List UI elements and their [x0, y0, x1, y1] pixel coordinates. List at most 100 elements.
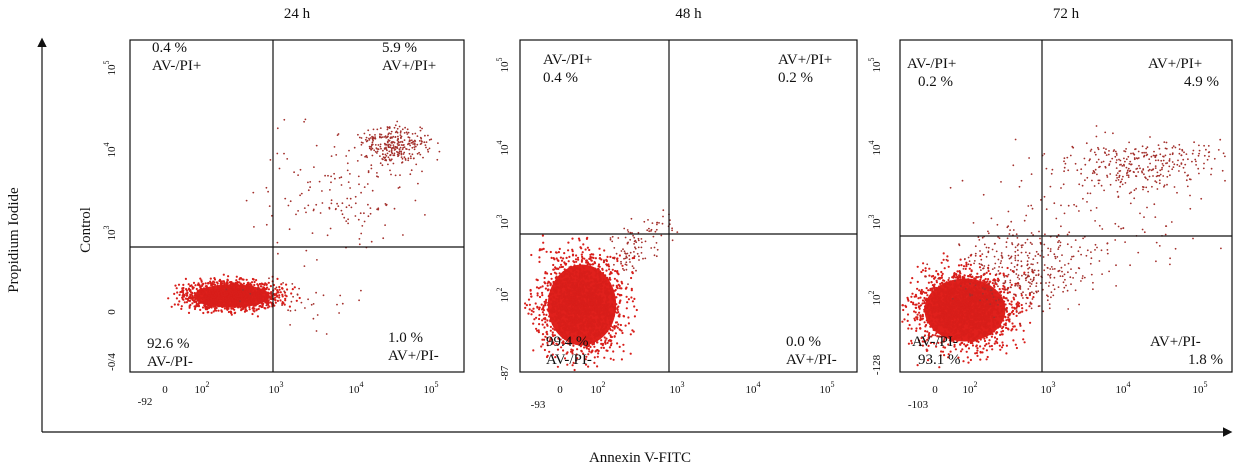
event-dot	[304, 307, 306, 309]
event-dot	[376, 172, 378, 174]
event-dot	[292, 295, 294, 298]
event-dot	[381, 136, 384, 139]
event-dot	[996, 337, 999, 341]
event-dot	[582, 334, 585, 338]
event-dot	[325, 333, 328, 335]
event-dot	[579, 339, 582, 342]
event-dot	[998, 344, 1001, 347]
event-dot	[557, 267, 560, 270]
event-dot	[600, 328, 603, 331]
event-dot	[358, 136, 361, 139]
event-dot	[402, 234, 404, 236]
event-dot	[257, 307, 260, 311]
event-dot	[617, 315, 620, 318]
event-dot	[612, 294, 615, 297]
tick-exponent: 3	[102, 226, 111, 230]
event-dot	[384, 153, 387, 156]
event-dot	[599, 305, 602, 308]
event-dot	[564, 285, 568, 288]
event-dot	[371, 135, 373, 138]
quadrant-percent: 1.0 %	[388, 330, 423, 346]
event-dot	[544, 321, 547, 324]
event-dot	[216, 289, 219, 292]
event-dot	[181, 291, 185, 294]
event-dot	[560, 273, 563, 276]
event-dot	[288, 228, 291, 231]
event-dot	[909, 281, 912, 284]
event-dot	[231, 290, 234, 293]
event-dot	[368, 145, 371, 148]
event-dot	[267, 190, 269, 193]
event-dot	[577, 304, 581, 307]
event-dot	[324, 174, 326, 177]
event-dot	[525, 304, 529, 307]
tick-exponent: 4	[757, 380, 761, 389]
event-dot	[226, 300, 229, 303]
event-dot	[537, 329, 540, 332]
event-dot	[400, 153, 403, 156]
event-dot	[191, 302, 194, 305]
event-dot	[541, 291, 544, 294]
event-dot	[190, 296, 193, 299]
event-dot	[654, 230, 657, 233]
event-dot	[367, 171, 370, 174]
event-dot	[392, 162, 395, 165]
event-dot	[546, 336, 549, 340]
event-dot	[219, 301, 222, 304]
event-dot	[593, 305, 596, 308]
event-dot	[919, 327, 922, 330]
event-dot	[366, 183, 369, 185]
event-dot	[579, 277, 582, 280]
event-dot	[388, 126, 391, 129]
event-dot	[575, 260, 578, 263]
quadrant-label: AV-/PI-	[546, 352, 592, 368]
event-dot	[971, 342, 974, 345]
event-dot	[291, 283, 294, 285]
event-dot	[563, 268, 566, 271]
event-dot	[233, 290, 236, 293]
event-dot	[626, 256, 628, 259]
event-dot	[315, 203, 318, 206]
event-dot	[640, 252, 643, 254]
event-dot	[601, 342, 605, 345]
event-dot	[597, 263, 601, 266]
event-dot	[230, 286, 233, 289]
event-dot	[640, 238, 643, 240]
tick-label: -93	[531, 399, 546, 411]
event-dot	[943, 329, 947, 333]
event-dot	[258, 305, 261, 308]
event-dot	[333, 146, 336, 148]
event-dot	[225, 283, 228, 286]
event-dot	[240, 309, 243, 312]
event-dot	[213, 281, 216, 284]
event-dot	[937, 314, 940, 317]
event-dot	[566, 363, 569, 366]
event-dot	[549, 289, 553, 292]
event-dot	[617, 305, 620, 308]
event-dot	[319, 212, 322, 214]
event-dot	[243, 310, 247, 313]
event-dot	[245, 199, 248, 202]
event-dot	[249, 282, 252, 285]
event-dot	[187, 299, 190, 302]
event-dot	[242, 288, 244, 291]
event-dot	[585, 325, 589, 328]
event-dot	[615, 311, 619, 314]
event-dot	[251, 303, 254, 306]
event-dot	[578, 331, 581, 334]
event-dot	[284, 197, 287, 200]
event-dot	[620, 262, 622, 265]
event-dot	[608, 313, 611, 316]
event-dot	[551, 311, 554, 314]
event-dot	[264, 282, 267, 285]
event-dot	[188, 289, 191, 292]
event-dot	[392, 135, 395, 138]
event-dot	[386, 149, 388, 152]
event-dot	[568, 313, 571, 316]
event-dot	[421, 127, 423, 130]
event-dot	[278, 167, 281, 170]
event-dot	[214, 289, 217, 292]
event-dot	[610, 320, 613, 323]
tick-label: 103	[269, 380, 284, 396]
event-dot	[214, 305, 217, 308]
